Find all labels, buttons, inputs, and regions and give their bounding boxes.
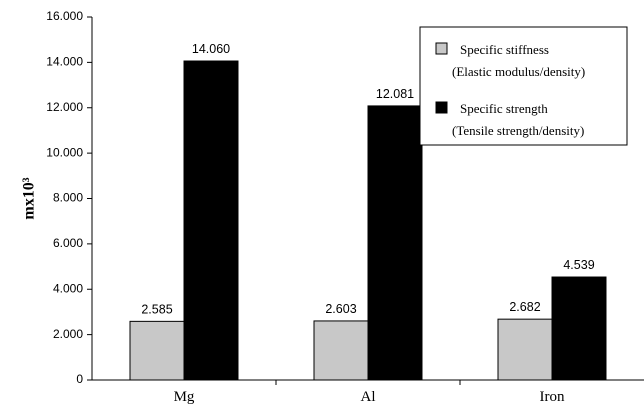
bar-specific-strength-iron	[551, 276, 607, 381]
x-tick-label-al: Al	[361, 389, 376, 405]
data-label-specific-strength-al: 12.081	[376, 87, 414, 101]
data-label-specific-strength-mg: 14.060	[192, 42, 230, 56]
legend-box	[419, 26, 628, 146]
data-label-specific-stiffness-al: 2.603	[325, 302, 356, 316]
y-tick-label: 6.000	[53, 236, 83, 250]
y-tick-label: 4.000	[53, 281, 83, 295]
y-tick-label: 0	[76, 372, 83, 386]
y-axis-label: mx10³	[21, 177, 38, 219]
data-label-specific-stiffness-mg: 2.585	[141, 302, 172, 316]
data-label-specific-stiffness-iron: 2.682	[509, 300, 540, 314]
y-tick-label: 8.000	[53, 191, 83, 205]
legend-swatch-specific-strength	[435, 101, 448, 114]
legend-label-specific-strength: Specific strength	[460, 101, 548, 116]
y-tick-label: 12.000	[46, 100, 83, 114]
bars-group: 2.585 14.060 2.603 12.081 2.682 4.539	[129, 42, 607, 381]
bar-specific-stiffness-mg	[129, 320, 185, 381]
bar-specific-strength-al	[367, 105, 423, 381]
legend-swatch-specific-stiffness	[435, 42, 448, 55]
x-tick-label-iron: Iron	[540, 389, 565, 405]
legend: Specific stiffness (Elastic modulus/dens…	[419, 26, 628, 146]
legend-label-specific-stiffness: Specific stiffness	[460, 42, 549, 57]
y-tick-label: 14.000	[46, 55, 83, 69]
bar-specific-stiffness-iron	[497, 318, 553, 381]
y-tick-label: 10.000	[46, 145, 83, 159]
axes-group: Mg Al Iron 0 2.000 4.000 6.000 8.000 10.000 12.00…	[46, 9, 644, 405]
bar-specific-strength-mg	[183, 60, 239, 381]
y-tick-label: 16.000	[46, 9, 83, 23]
bar-specific-stiffness-al	[313, 320, 369, 381]
legend-note-specific-strength: (Tensile strength/density)	[452, 123, 584, 138]
y-tick-label: 2.000	[53, 327, 83, 341]
data-label-specific-strength-iron: 4.539	[563, 258, 594, 272]
x-tick-label-mg: Mg	[174, 389, 195, 405]
legend-note-specific-stiffness: (Elastic modulus/density)	[452, 64, 585, 79]
